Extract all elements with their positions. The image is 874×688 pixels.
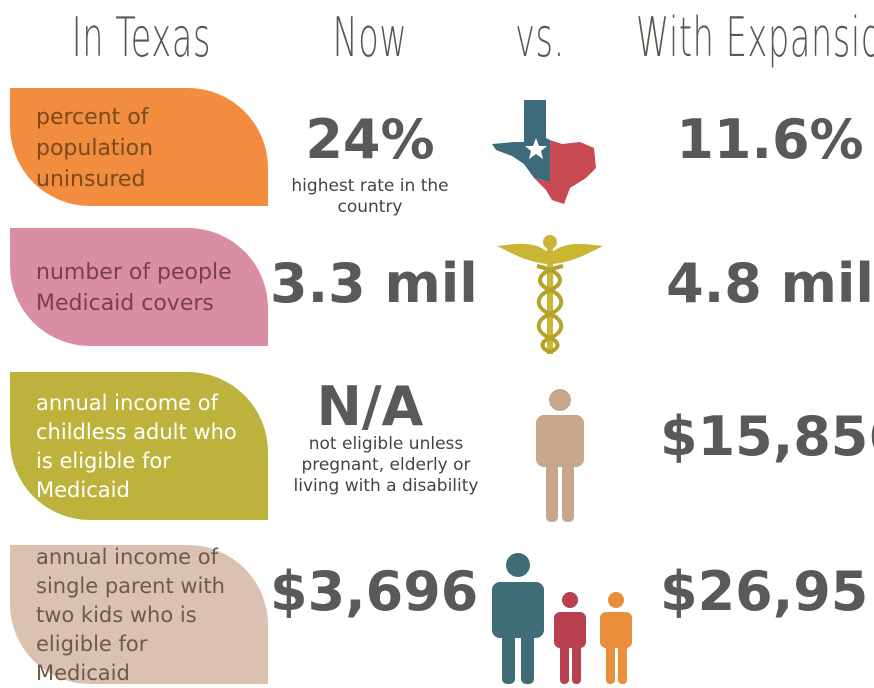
expansion-value: $26,951 (660, 560, 874, 623)
now-value: 24% (305, 108, 435, 171)
expansion-value: $15,856 (660, 405, 874, 468)
texas-icon (492, 100, 596, 204)
header-label: Now (332, 6, 408, 69)
expansion-value: 11.6% (676, 108, 864, 171)
caduceus-icon (497, 235, 603, 354)
header-label: In Texas (71, 6, 212, 69)
now-note: highest rate in the country (291, 176, 449, 217)
person-icon (536, 389, 584, 522)
row-label: annual income of childless adult who is … (10, 372, 268, 520)
header-label: vs. (515, 6, 565, 69)
expansion-value: 4.8 mil (666, 252, 874, 315)
row-label: number of people Medicaid covers (10, 228, 268, 346)
header-label: With Expansion (636, 6, 874, 69)
now-note: not eligible unless pregnant, elderly or… (293, 434, 479, 496)
now-value: $3,696 (270, 560, 479, 623)
now-value: N/A (316, 375, 424, 438)
row-label: annual income of single parent with two … (10, 545, 268, 685)
now-value: 3.3 mil (270, 252, 478, 315)
row-label: percent of population uninsured (10, 88, 268, 206)
family-icon (492, 553, 632, 684)
